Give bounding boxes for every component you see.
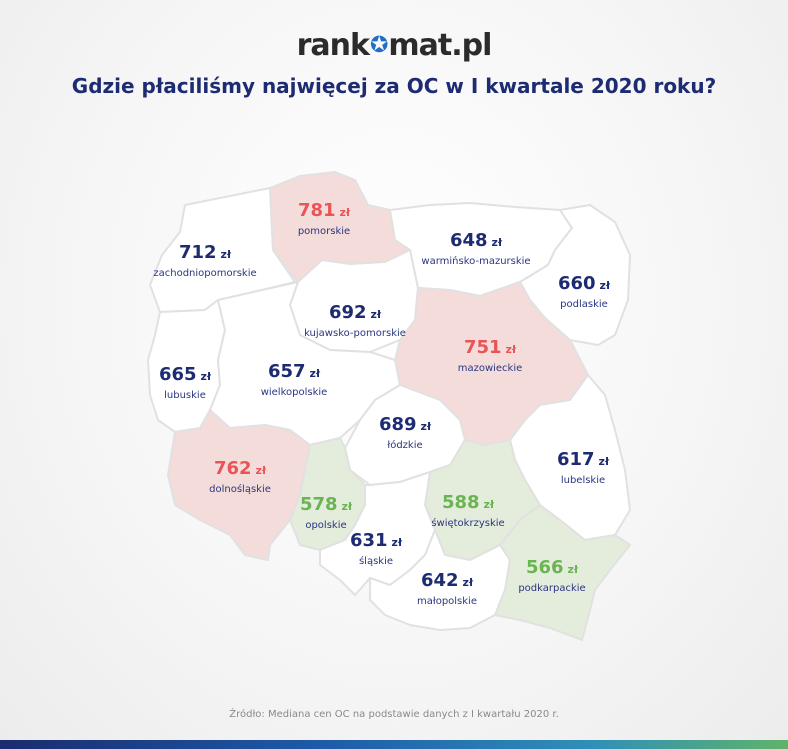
value-number: 588	[442, 492, 480, 513]
value-unit: zł	[421, 420, 432, 433]
logo-text-right: mat.pl	[388, 28, 492, 63]
region-value-lodzkie: 689 zł	[379, 414, 432, 435]
value-unit: zł	[256, 464, 267, 477]
region-name-lodzkie: łódzkie	[387, 439, 422, 451]
value-number: 689	[379, 414, 417, 435]
region-name-lubuskie: lubuskie	[164, 390, 206, 401]
value-unit: zł	[568, 563, 579, 576]
region-name-mazowieckie: mazowieckie	[458, 363, 523, 374]
region-value-wielkopolskie: 657 zł	[268, 361, 321, 382]
value-number: 781	[298, 200, 336, 221]
page-title: Gdzie płaciliśmy najwięcej za OC w I kwa…	[71, 74, 717, 98]
region-name-malopolskie: małopolskie	[417, 596, 477, 607]
region-name-swietokrzyskie: świętokrzyskie	[431, 517, 504, 529]
region-value-swietokrzyskie: 588 zł	[442, 492, 495, 513]
value-number: 657	[268, 361, 306, 382]
value-number: 642	[421, 570, 459, 591]
value-unit: zł	[371, 308, 382, 321]
value-unit: zł	[340, 206, 351, 219]
region-name-podkarpackie: podkarpackie	[518, 583, 585, 594]
region-value-podkarpackie: 566 zł	[526, 557, 579, 578]
value-number: 617	[557, 449, 595, 470]
brand-logo: rank✪mat.pl	[0, 28, 788, 63]
region-value-opolskie: 578 zł	[300, 494, 353, 515]
region-name-kujawsko-pomorskie: kujawsko-pomorskie	[304, 328, 406, 339]
region-name-zachodniopomorskie: zachodniopomorskie	[153, 268, 256, 279]
region-value-warminsko-mazurskie: 648 zł	[450, 230, 503, 251]
value-unit: zł	[492, 236, 503, 249]
value-unit: zł	[221, 248, 232, 261]
value-unit: zł	[310, 367, 321, 380]
region-name-slaskie: śląskie	[359, 555, 393, 567]
value-number: 762	[214, 458, 252, 479]
value-number: 692	[329, 302, 367, 323]
region-value-slaskie: 631 zł	[350, 530, 403, 551]
region-name-warminsko-mazurskie: warmińsko-mazurskie	[421, 255, 530, 267]
value-unit: zł	[600, 279, 611, 292]
value-unit: zł	[506, 343, 517, 356]
region-name-pomorskie: pomorskie	[298, 226, 350, 237]
region-name-opolskie: opolskie	[305, 520, 346, 531]
value-number: 578	[300, 494, 338, 515]
value-unit: zł	[599, 455, 610, 468]
star-icon: ✪	[369, 33, 388, 58]
source-note: Źródło: Mediana cen OC na podstawie dany…	[229, 709, 559, 720]
region-value-pomorskie: 781 zł	[298, 200, 351, 221]
value-unit: zł	[392, 536, 403, 549]
value-number: 712	[179, 242, 217, 263]
region-name-dolnoslaskie: dolnośląskie	[209, 483, 271, 495]
region-name-lubelskie: lubelskie	[561, 475, 605, 486]
logo-text-left: rank	[296, 28, 370, 63]
region-podkarpackie	[494, 504, 631, 641]
region-value-dolnoslaskie: 762 zł	[214, 458, 267, 479]
region-name-podlaskie: podlaskie	[560, 299, 608, 310]
region-value-mazowieckie: 751 zł	[464, 337, 517, 358]
value-number: 751	[464, 337, 502, 358]
bottom-gradient-bar	[0, 740, 788, 749]
value-unit: zł	[484, 498, 495, 511]
value-unit: zł	[342, 500, 353, 513]
value-number: 665	[159, 364, 197, 385]
region-name-wielkopolskie: wielkopolskie	[261, 387, 328, 398]
region-value-lubuskie: 665 zł	[159, 364, 212, 385]
value-number: 631	[350, 530, 388, 551]
value-number: 648	[450, 230, 488, 251]
value-unit: zł	[201, 370, 212, 383]
value-unit: zł	[463, 576, 474, 589]
region-value-malopolskie: 642 zł	[421, 570, 474, 591]
region-value-kujawsko-pomorskie: 692 zł	[329, 302, 382, 323]
value-number: 660	[558, 273, 596, 294]
value-number: 566	[526, 557, 564, 578]
region-value-zachodniopomorskie: 712 zł	[179, 242, 232, 263]
region-value-lubelskie: 617 zł	[557, 449, 610, 470]
region-value-podlaskie: 660 zł	[558, 273, 611, 294]
